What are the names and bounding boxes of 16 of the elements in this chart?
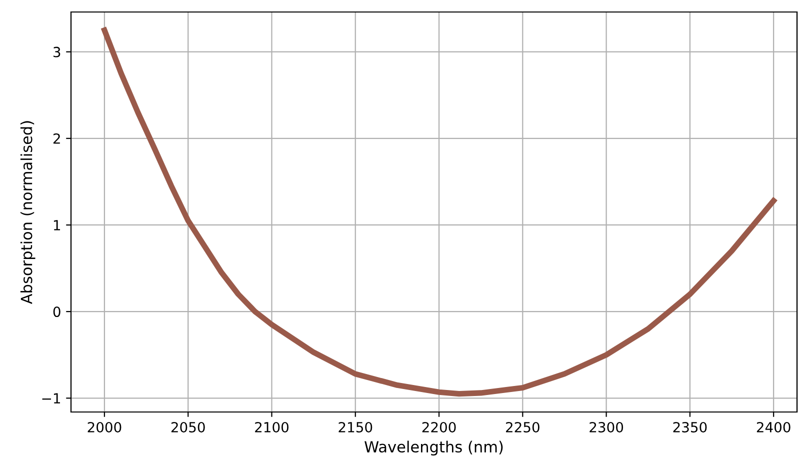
y-tick-label: −1: [42, 393, 60, 404]
x-tick-label: 2350: [673, 422, 707, 432]
x-tick-label: 2100: [255, 422, 288, 432]
x-tick-label: 2150: [338, 422, 372, 432]
x-tick-label: 2050: [171, 422, 205, 432]
y-tick-label: 2: [53, 133, 60, 144]
y-axis-title: Absorption (normalised): [20, 121, 36, 304]
x-tick-label: 2300: [590, 422, 624, 432]
x-tick-label: 2400: [756, 422, 790, 432]
y-tick-label: 0: [53, 306, 60, 318]
y-tick-label: 1: [54, 220, 60, 230]
x-axis-title: Wavelengths (nm): [364, 440, 503, 456]
y-tick-label: 3: [54, 46, 60, 58]
x-tick-label: 2250: [506, 422, 540, 432]
x-tick-label: 2000: [88, 422, 122, 432]
x-tick-label: 2200: [422, 422, 456, 432]
